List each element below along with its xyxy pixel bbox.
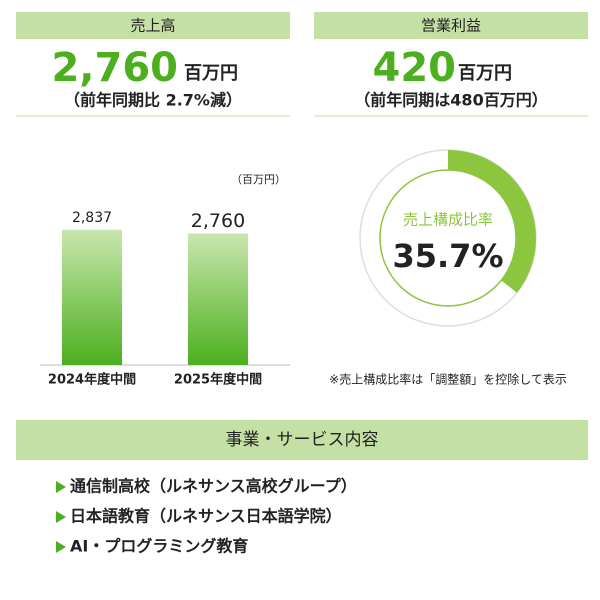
unit-label: （百万円） (231, 173, 286, 186)
center-label: 売上構成比率 (403, 211, 493, 229)
center-value: 35.7% (392, 237, 503, 275)
sales-label: 売上高 (130, 17, 175, 35)
category-label: 2024年度中間 (48, 372, 136, 388)
bullet (56, 481, 66, 493)
bar (62, 229, 122, 365)
value-label: 2,837 (72, 210, 112, 226)
profit-value: 420 (373, 45, 457, 91)
profit-note: （前年同期は480百万円） (354, 91, 547, 110)
profit-label: 営業利益 (421, 17, 481, 35)
sales-unit: 百万円 (184, 63, 238, 84)
service-item: AI・プログラミング教育 (70, 537, 248, 556)
header-bg (16, 12, 290, 39)
services-title: 事業・サービス内容 (226, 430, 379, 450)
service-item: 日本語教育（ルネサンス日本語学院） (70, 507, 342, 526)
bullet (56, 541, 66, 553)
profit-unit: 百万円 (458, 63, 512, 84)
value-label: 2,760 (191, 210, 245, 232)
category-label: 2025年度中間 (174, 372, 262, 388)
services-header (16, 420, 588, 460)
bullet (56, 511, 66, 523)
sales-value: 2,760 (51, 45, 178, 91)
donut-segment (448, 150, 536, 293)
bar (188, 233, 248, 365)
service-item: 通信制高校（ルネサンス高校グループ） (70, 477, 357, 496)
header-bg (314, 12, 588, 39)
sales-note: （前年同期比 2.7%減） (64, 91, 242, 110)
note: ※売上構成比率は「調整額」を控除して表示 (329, 372, 567, 387)
